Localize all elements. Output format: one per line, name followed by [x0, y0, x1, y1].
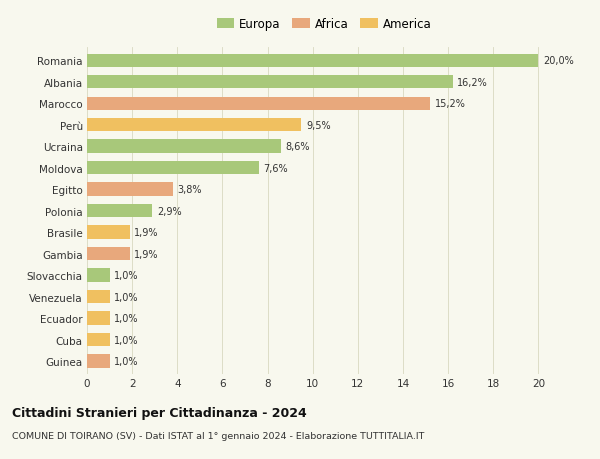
Text: 1,0%: 1,0%: [114, 313, 139, 323]
Text: 3,8%: 3,8%: [177, 185, 202, 195]
Bar: [87, 333, 110, 347]
Bar: [87, 312, 110, 325]
Text: 1,0%: 1,0%: [114, 335, 139, 345]
Bar: [87, 162, 259, 175]
Bar: [87, 76, 452, 89]
Text: 1,0%: 1,0%: [114, 270, 139, 280]
Text: 16,2%: 16,2%: [457, 78, 488, 88]
Text: 15,2%: 15,2%: [434, 99, 466, 109]
Bar: [87, 354, 110, 368]
Bar: [87, 290, 110, 303]
Bar: [87, 119, 301, 132]
Text: 1,0%: 1,0%: [114, 356, 139, 366]
Legend: Europa, Africa, America: Europa, Africa, America: [217, 18, 431, 31]
Text: 20,0%: 20,0%: [543, 56, 574, 66]
Bar: [87, 140, 281, 153]
Bar: [87, 226, 130, 239]
Text: Cittadini Stranieri per Cittadinanza - 2024: Cittadini Stranieri per Cittadinanza - 2…: [12, 406, 307, 419]
Text: 1,9%: 1,9%: [134, 228, 159, 238]
Bar: [87, 247, 130, 261]
Bar: [87, 183, 173, 196]
Text: 8,6%: 8,6%: [286, 142, 310, 152]
Text: 1,9%: 1,9%: [134, 249, 159, 259]
Text: 2,9%: 2,9%: [157, 206, 182, 216]
Text: 1,0%: 1,0%: [114, 292, 139, 302]
Text: COMUNE DI TOIRANO (SV) - Dati ISTAT al 1° gennaio 2024 - Elaborazione TUTTITALIA: COMUNE DI TOIRANO (SV) - Dati ISTAT al 1…: [12, 431, 424, 441]
Text: 7,6%: 7,6%: [263, 163, 287, 173]
Bar: [87, 205, 152, 218]
Bar: [87, 55, 538, 68]
Bar: [87, 269, 110, 282]
Bar: [87, 97, 430, 111]
Text: 9,5%: 9,5%: [306, 120, 331, 130]
